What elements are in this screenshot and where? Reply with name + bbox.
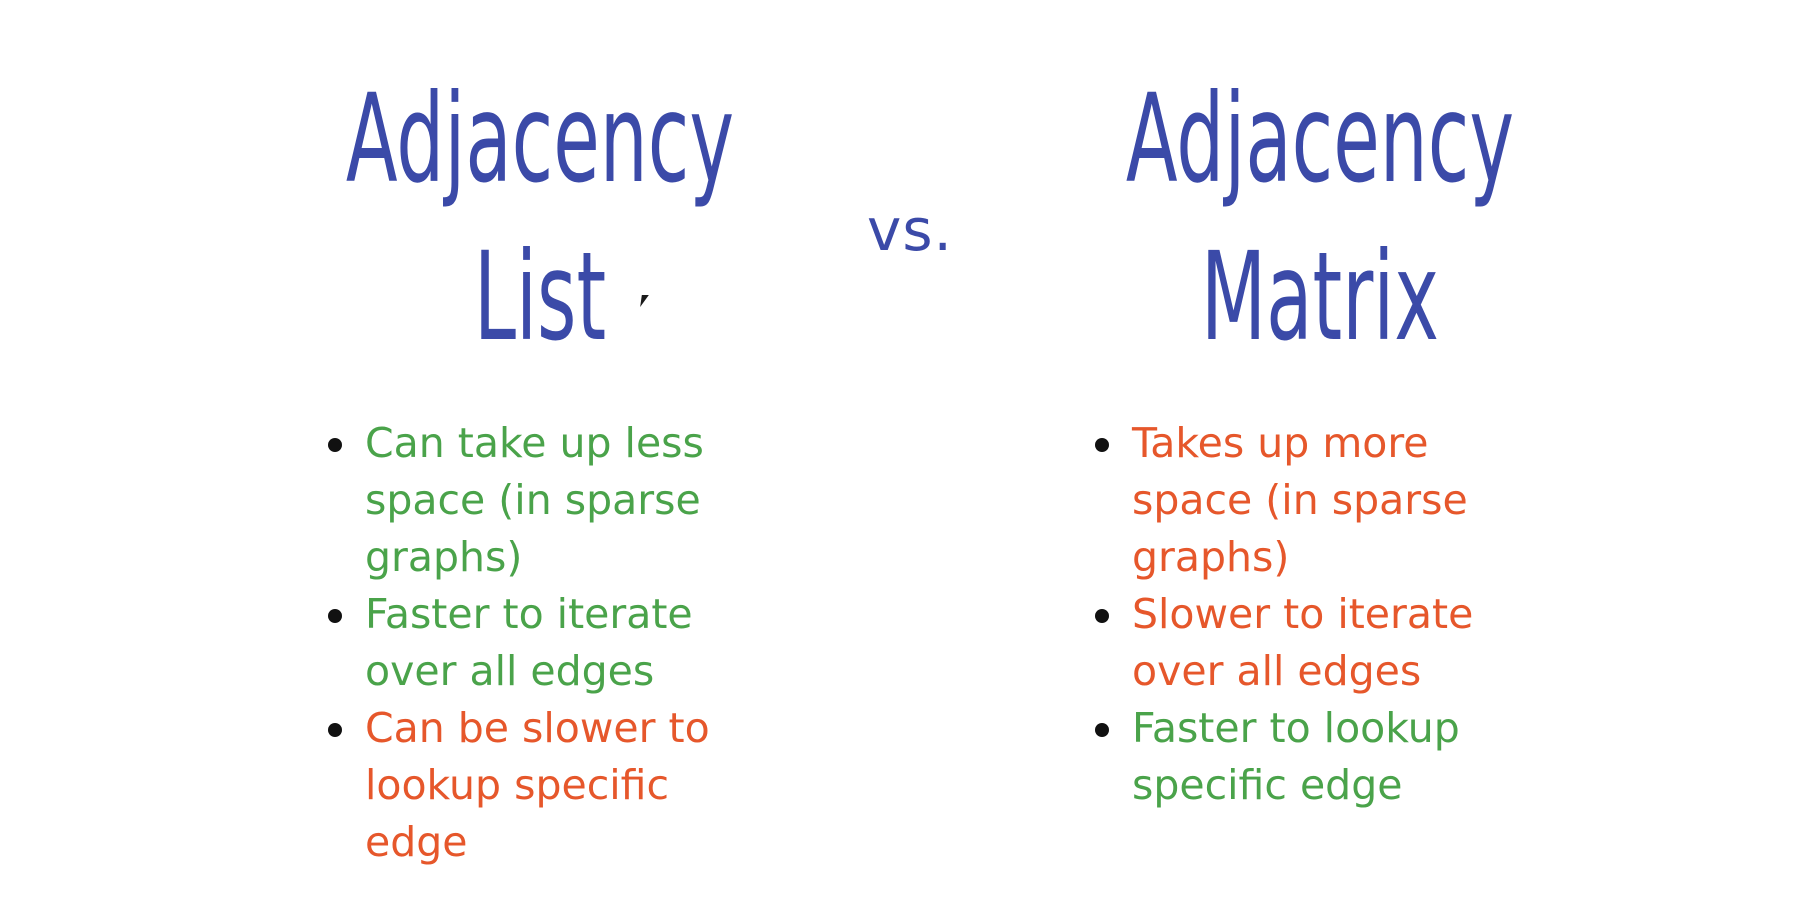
title-line: Adjacency [345, 68, 735, 210]
vs-separator: vs. [867, 196, 953, 264]
bullet-icon [1095, 609, 1109, 623]
point-text: Faster to lookup specific edge [1132, 704, 1460, 809]
bullet-icon [1095, 438, 1109, 452]
adjacency-matrix-points: Takes up more space (in sparse graphs) S… [1087, 415, 1557, 814]
list-item: Can take up less space (in sparse graphs… [320, 415, 780, 586]
title-line: Adjacency [1125, 68, 1515, 210]
title-line: Matrix [1200, 226, 1440, 368]
list-item: Faster to iterate over all edges [320, 586, 780, 700]
adjacency-list-title: Adjacency List [329, 60, 751, 376]
list-item: Can be slower to lookup specific edge [320, 700, 780, 871]
point-text: Slower to iterate over all edges [1132, 590, 1474, 695]
bullet-icon [328, 609, 342, 623]
bullet-icon [328, 438, 342, 452]
adjacency-matrix-title: Adjacency Matrix [1109, 60, 1531, 376]
list-item: Takes up more space (in sparse graphs) [1087, 415, 1557, 586]
point-text: Takes up more space (in sparse graphs) [1132, 419, 1468, 581]
list-item: Slower to iterate over all edges [1087, 586, 1557, 700]
list-item: Faster to lookup specific edge [1087, 700, 1557, 814]
bullet-icon [328, 723, 342, 737]
point-text: Can be slower to lookup specific edge [365, 704, 710, 866]
bullet-icon [1095, 723, 1109, 737]
point-text: Can take up less space (in sparse graphs… [365, 419, 704, 581]
adjacency-list-points: Can take up less space (in sparse graphs… [320, 415, 780, 871]
point-text: Faster to iterate over all edges [365, 590, 693, 695]
title-line: List [473, 226, 607, 368]
